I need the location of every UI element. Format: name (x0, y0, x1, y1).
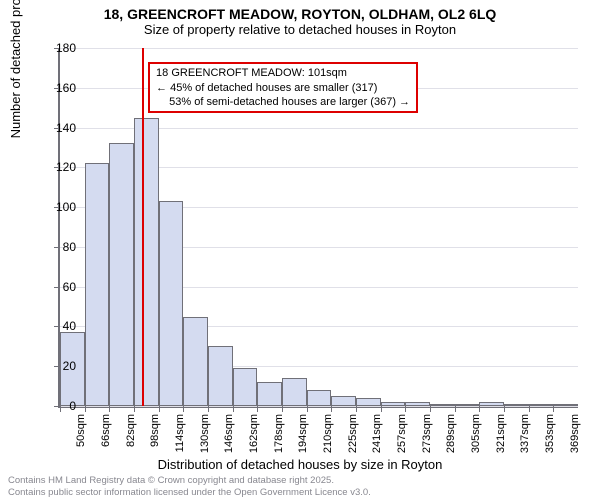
xtick-mark (504, 406, 505, 412)
xtick-label: 257sqm (396, 414, 408, 464)
reference-line (142, 48, 144, 406)
ytick-label: 20 (46, 359, 76, 373)
histogram-bar (208, 346, 233, 406)
xtick-mark (233, 406, 234, 412)
xtick-mark (405, 406, 406, 412)
plot-area: 18 GREENCROFT MEADOW: 101sqm← 45% of det… (58, 48, 578, 408)
gridline (60, 48, 578, 49)
histogram-bar (109, 143, 134, 406)
xtick-label: 130sqm (199, 414, 211, 464)
xtick-label: 194sqm (297, 414, 309, 464)
xtick-mark (529, 406, 530, 412)
annotation-line: 53% of semi-detached houses are larger (… (156, 95, 410, 109)
xtick-mark (479, 406, 480, 412)
xtick-label: 114sqm (174, 414, 186, 464)
y-axis-label: Number of detached properties (8, 0, 23, 138)
title-main: 18, GREENCROFT MEADOW, ROYTON, OLDHAM, O… (0, 0, 600, 22)
footer-attribution: Contains HM Land Registry data © Crown c… (8, 475, 371, 498)
xtick-mark (183, 406, 184, 412)
xtick-label: 98sqm (149, 414, 161, 464)
footer-line-2: Contains public sector information licen… (8, 487, 371, 498)
ytick-label: 160 (46, 81, 76, 95)
ytick-label: 180 (46, 41, 76, 55)
xtick-mark (455, 406, 456, 412)
xtick-label: 321sqm (495, 414, 507, 464)
ytick-label: 0 (46, 399, 76, 413)
histogram-bar (331, 396, 356, 406)
xtick-mark (282, 406, 283, 412)
ytick-label: 140 (46, 121, 76, 135)
xtick-mark (356, 406, 357, 412)
title-sub: Size of property relative to detached ho… (0, 22, 600, 41)
histogram-bar (553, 404, 578, 406)
xtick-label: 82sqm (125, 414, 137, 464)
ytick-label: 120 (46, 160, 76, 174)
xtick-label: 146sqm (223, 414, 235, 464)
histogram-bar (183, 317, 208, 407)
xtick-mark (307, 406, 308, 412)
xtick-mark (553, 406, 554, 412)
histogram-bar (479, 402, 504, 406)
xtick-label: 178sqm (273, 414, 285, 464)
gridline (60, 406, 578, 407)
annotation-line: 18 GREENCROFT MEADOW: 101sqm (156, 66, 410, 80)
xtick-mark (159, 406, 160, 412)
ytick-label: 60 (46, 280, 76, 294)
chart-container: 18, GREENCROFT MEADOW, ROYTON, OLDHAM, O… (0, 0, 600, 500)
xtick-label: 353sqm (544, 414, 556, 464)
xtick-label: 66sqm (100, 414, 112, 464)
histogram-bar (455, 404, 480, 406)
histogram-bar (405, 402, 430, 406)
xtick-mark (109, 406, 110, 412)
histogram-bar (257, 382, 282, 406)
xtick-label: 369sqm (569, 414, 581, 464)
xtick-mark (208, 406, 209, 412)
histogram-bar (356, 398, 381, 406)
histogram-bar (134, 118, 159, 406)
histogram-bar (430, 404, 455, 406)
ytick-label: 100 (46, 200, 76, 214)
histogram-bar (504, 404, 529, 406)
ytick-label: 40 (46, 319, 76, 333)
xtick-mark (85, 406, 86, 412)
xtick-mark (381, 406, 382, 412)
annotation-line: ← 45% of detached houses are smaller (31… (156, 81, 410, 95)
footer-line-1: Contains HM Land Registry data © Crown c… (8, 475, 371, 486)
annotation-box: 18 GREENCROFT MEADOW: 101sqm← 45% of det… (148, 62, 418, 113)
xtick-label: 289sqm (445, 414, 457, 464)
xtick-mark (257, 406, 258, 412)
xtick-label: 305sqm (470, 414, 482, 464)
xtick-label: 337sqm (519, 414, 531, 464)
histogram-bar (307, 390, 332, 406)
histogram-bar (282, 378, 307, 406)
xtick-mark (134, 406, 135, 412)
histogram-bar (529, 404, 554, 406)
xtick-label: 273sqm (421, 414, 433, 464)
histogram-bar (381, 402, 406, 406)
xtick-label: 50sqm (75, 414, 87, 464)
histogram-bar (159, 201, 184, 406)
xtick-mark (430, 406, 431, 412)
xtick-label: 210sqm (322, 414, 334, 464)
histogram-bar (85, 163, 110, 406)
xtick-mark (331, 406, 332, 412)
histogram-bar (233, 368, 258, 406)
ytick-label: 80 (46, 240, 76, 254)
xtick-label: 225sqm (347, 414, 359, 464)
xtick-label: 162sqm (248, 414, 260, 464)
xtick-label: 241sqm (371, 414, 383, 464)
